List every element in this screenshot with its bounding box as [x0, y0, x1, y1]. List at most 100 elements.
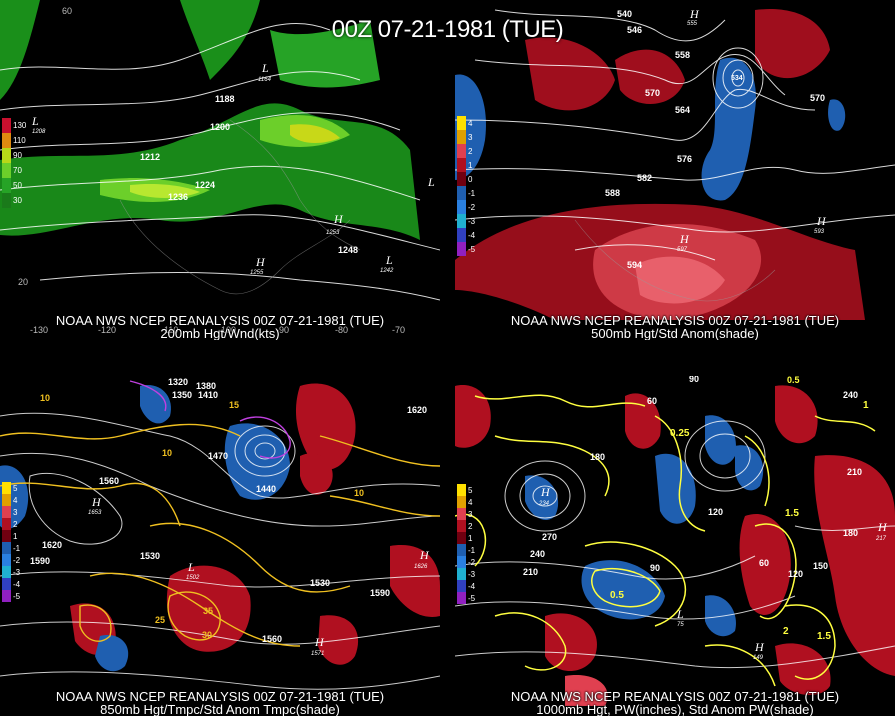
- high-marker: H: [754, 640, 765, 654]
- legend-label: -3: [468, 216, 476, 226]
- low-marker: L: [427, 175, 435, 189]
- legend-label: -2: [13, 555, 21, 565]
- pw-label: 0.25: [670, 428, 690, 439]
- legend-label: 70: [13, 166, 22, 175]
- contour-label: 570: [645, 88, 660, 98]
- low-value: 1208: [32, 129, 46, 135]
- high-marker: H: [314, 635, 325, 649]
- lon-label: -100: [218, 325, 236, 335]
- legend-label: 3: [468, 132, 473, 142]
- contour-label: 1590: [370, 588, 390, 598]
- map-200mb: 1188 1200 1212 1224 1236 1248 H H L L L …: [0, 0, 440, 335]
- low-marker: L: [261, 61, 269, 75]
- contour-label: 240: [843, 390, 858, 400]
- legend-label: -3: [468, 569, 476, 579]
- legend-label: 110: [13, 136, 26, 145]
- contour-label: 150: [813, 561, 828, 571]
- panel-caption-source: NOAA NWS NCEP REANALYSIS 00Z 07-21-1981 …: [55, 689, 385, 704]
- contour-label: 570: [810, 93, 825, 103]
- high-value: 1653: [88, 510, 102, 516]
- map-500mb: 540 546 558 570 564 576 582 588 594 570 …: [455, 7, 895, 320]
- contour-label: 1236: [168, 192, 188, 202]
- contour-label: 1590: [30, 556, 50, 566]
- lon-label: -90: [276, 325, 289, 335]
- low-marker: L: [31, 114, 39, 128]
- contour-label: 0.5: [787, 376, 800, 385]
- contour-label: 534: [731, 75, 743, 82]
- high-marker: H: [816, 214, 827, 228]
- panel-caption-source: NOAA NWS NCEP REANALYSIS 00Z 07-21-1981 …: [510, 313, 840, 328]
- contour-label: 1350: [172, 390, 192, 400]
- temp-label: 15: [229, 400, 239, 410]
- panel-caption-source: NOAA NWS NCEP REANALYSIS 00Z 07-21-1981 …: [510, 689, 840, 704]
- contour-label: 1620: [407, 405, 427, 415]
- contour-label: 1248: [338, 245, 358, 255]
- contour-label: 90: [689, 376, 699, 384]
- legend-label: -4: [468, 581, 476, 591]
- contour-label: 60: [647, 396, 657, 406]
- contour-label: 240: [530, 549, 545, 559]
- high-value: 149: [753, 655, 764, 661]
- contour-label: 180: [590, 452, 605, 462]
- pw-label: 0.5: [610, 590, 624, 601]
- legend-label: 3: [13, 507, 18, 517]
- high-value: 555: [687, 21, 698, 27]
- lat-label: 20: [18, 277, 28, 287]
- panel-850mb-height-temp-anomaly: 1320 1350 1380 1410 1470 1560 1620 1590 …: [0, 376, 440, 716]
- std-anomaly-legend: 4 3 2 1 0 -1 -2 -3 -4 -5: [457, 116, 475, 256]
- contour-label: 1224: [195, 180, 215, 190]
- legend-label: -4: [468, 230, 476, 240]
- legend-label: 4: [13, 495, 18, 505]
- low-value: 1242: [380, 268, 394, 274]
- contour-label: 1380: [196, 381, 216, 391]
- temp-label: 35: [203, 606, 213, 616]
- contour-label: 120: [788, 569, 803, 579]
- legend-label: 4: [468, 497, 473, 507]
- legend-label: -3: [13, 567, 21, 577]
- legend-label: -5: [468, 244, 476, 254]
- contour-label: 1440: [256, 484, 276, 494]
- contour-label: 210: [847, 467, 862, 477]
- contour-label: 1320: [168, 377, 188, 387]
- temp-label: 10: [162, 448, 172, 458]
- pw-label: 1: [863, 400, 869, 411]
- contour-label: 540: [617, 9, 632, 19]
- lon-label: -70: [392, 325, 405, 335]
- contour-label: 180: [843, 528, 858, 538]
- legend-label: 2: [13, 519, 18, 529]
- contour-label: 1470: [208, 451, 228, 461]
- high-value: 1253: [326, 230, 340, 236]
- map-1000mb: 90 60 0.5 240 180 270 240 210 120 90 60 …: [455, 376, 895, 706]
- legend-label: 50: [13, 181, 22, 190]
- contour-label: 564: [675, 105, 690, 115]
- pw-anomaly-legend: 5 4 3 2 1 -1 -2 -3 -4 -5: [457, 484, 475, 604]
- lon-label: -120: [98, 325, 116, 335]
- legend-label: 1: [468, 160, 473, 170]
- low-value: 1164: [258, 77, 272, 83]
- contour-label: 90: [650, 563, 660, 573]
- legend-label: 2: [468, 521, 473, 531]
- high-value: 1626: [414, 564, 428, 570]
- contour-label: 594: [627, 260, 642, 270]
- legend-label: 5: [13, 483, 18, 493]
- legend-label: 1: [468, 533, 473, 543]
- high-marker: H: [419, 548, 430, 562]
- panel-caption-source: NOAA NWS NCEP REANALYSIS 00Z 07-21-1981 …: [55, 313, 385, 328]
- high-marker: H: [679, 232, 690, 246]
- high-marker: H: [877, 520, 888, 534]
- contour-label: 546: [627, 25, 642, 35]
- legend-label: -2: [468, 557, 476, 567]
- contour-label: 1200: [210, 122, 230, 132]
- lat-label: 60: [62, 6, 72, 16]
- panel-caption-field: 850mb Hgt/Tmpc/Std Anom Tmpc(shade): [100, 702, 340, 716]
- contour-label: 1188: [215, 94, 235, 104]
- contour-label: 210: [523, 567, 538, 577]
- high-marker: H: [91, 495, 102, 509]
- map-850mb: 1320 1350 1380 1410 1470 1560 1620 1590 …: [0, 377, 440, 690]
- high-value: 1571: [311, 651, 324, 657]
- panel-caption-field: 200mb Hgt/Wnd(kts): [160, 326, 280, 341]
- legend-label: -1: [13, 543, 21, 553]
- high-value: 597: [677, 247, 688, 253]
- contour-label: 120: [708, 507, 723, 517]
- legend-label: 2: [468, 146, 473, 156]
